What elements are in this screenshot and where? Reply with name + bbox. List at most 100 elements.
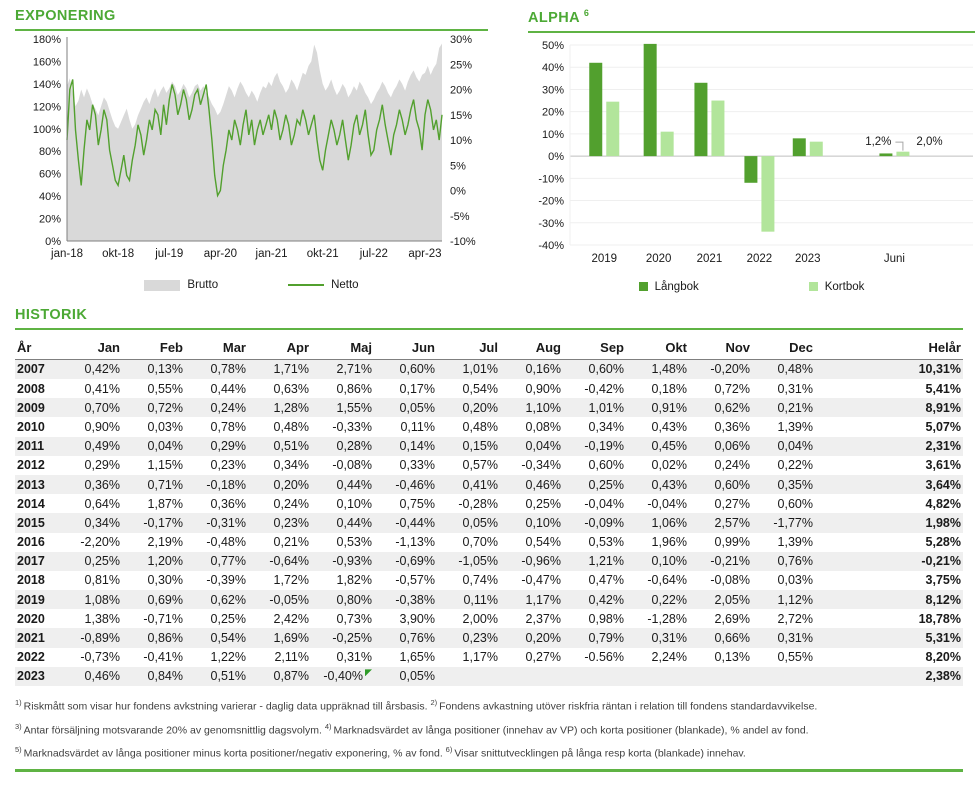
footnote-marker: 3)	[15, 721, 22, 731]
month-value-cell: -0,28%	[458, 496, 498, 511]
year-cell: 2020	[17, 611, 45, 626]
month-value-cell: 0,48%	[273, 419, 309, 434]
month-value-cell: 0,25%	[588, 477, 624, 492]
month-value-cell: 2,69%	[714, 611, 750, 626]
x-axis-tick: okt-21	[307, 248, 339, 260]
month-value-cell: 0,55%	[777, 650, 813, 665]
month-value-cell: 0,28%	[336, 439, 372, 454]
month-value-cell: 0,75%	[399, 496, 435, 511]
kortbok-bar-Juni	[896, 151, 910, 156]
month-value-cell: 0,48%	[462, 419, 498, 434]
month-value-cell: -0,05%	[269, 592, 309, 607]
helar-cell: 8,91%	[925, 400, 961, 415]
month-value-cell: 0,27%	[525, 650, 561, 665]
y-axis-tick: 0%	[548, 151, 564, 163]
month-value-cell: -0,44%	[395, 515, 435, 530]
footnote-text: Antar försäljning motsvarande 20% av gen…	[23, 724, 325, 737]
month-value-cell: -0,73%	[80, 650, 120, 665]
x-axis-tick: jan-18	[50, 248, 83, 260]
month-value-cell: -0,08%	[710, 573, 750, 588]
helar-cell: 3,75%	[925, 573, 961, 588]
footnote-line: 1) Riskmått som visar hur fondens avkstni…	[15, 698, 963, 713]
month-value-cell: -0,46%	[395, 477, 435, 492]
month-value-cell: -0,89%	[80, 631, 120, 646]
month-value-cell: 0,81%	[84, 573, 120, 588]
month-value-cell: 0,29%	[84, 458, 120, 473]
month-value-cell: 0,10%	[525, 515, 561, 530]
month-value-cell: 2,72%	[777, 611, 813, 626]
right-axis-tick: 5%	[450, 160, 466, 172]
month-value-cell: -0,38%	[395, 592, 435, 607]
year-cell: 2011	[17, 439, 45, 454]
month-value-cell: 0,43%	[651, 419, 687, 434]
month-value-cell: 1,06%	[651, 515, 687, 530]
month-value-cell: 0,87%	[273, 669, 309, 684]
month-value-cell: 1,12%	[777, 592, 813, 607]
month-value-cell: 1,08%	[84, 592, 120, 607]
month-value-cell: 0,18%	[651, 381, 687, 396]
month-value-cell: 0,05%	[399, 400, 435, 415]
table-row-2008: 2008 0,41% 0,55% 0,44% 0,63% 0,86% 0,17% 0,54% 0…	[15, 379, 963, 398]
month-value-cell: -0,19%	[584, 439, 624, 454]
table-row-2020: 2020 1,38% -0,71% 0,25% 2,42% 0,73% 3,90% 2,00%…	[15, 609, 963, 628]
month-value-cell: 0,04%	[525, 439, 561, 454]
footnote-line: 3) Antar försäljning motsvarande 20% av g…	[15, 722, 963, 737]
month-value-cell: -0,04%	[584, 496, 624, 511]
year-cell: 2010	[17, 419, 45, 434]
month-value-cell: 0,30%	[147, 573, 183, 588]
table-row-2012: 2012 0,29% 1,15% 0,23% 0,34% -0,08% 0,33% 0,57%…	[15, 456, 963, 475]
netto-line-swatch-icon	[288, 284, 325, 286]
month-value-cell: 0,60%	[777, 496, 813, 511]
month-value-cell: 0,54%	[462, 381, 498, 396]
helar-cell: 3,64%	[925, 477, 961, 492]
month-value-cell: 0,04%	[777, 439, 813, 454]
month-value-cell: 1,01%	[588, 400, 624, 415]
netto-line	[66, 79, 443, 198]
footnote-marker: 5)	[15, 745, 22, 755]
footnote-text: Riskmått som visar hur fondens avkstning…	[23, 700, 431, 713]
left-axis-tick: 20%	[39, 214, 61, 226]
langbok-bar-2021	[694, 82, 708, 156]
month-value-cell: 2,24%	[651, 650, 687, 665]
month-value-cell: 1,38%	[84, 611, 120, 626]
right-axis-tick: 30%	[450, 34, 472, 46]
month-value-cell: -0,17%	[143, 515, 183, 530]
month-value-cell: 0,72%	[147, 400, 183, 415]
x-axis-tick: 2023	[795, 253, 821, 265]
month-value-cell: 0,47%	[588, 573, 624, 588]
month-value-cell: 0,24%	[714, 458, 750, 473]
month-value-cell: 0,79%	[588, 631, 624, 646]
month-value-cell: 0,48%	[777, 362, 813, 377]
helar-cell: 2,38%	[925, 669, 961, 684]
table-row-2013: 2013 0,36% 0,71% -0,18% 0,20% 0,44% -0,46% 0,41…	[15, 474, 963, 495]
right-axis-tick: 25%	[450, 59, 472, 71]
month-value-cell: 0,98%	[588, 611, 624, 626]
month-value-cell: 0,20%	[525, 631, 561, 646]
month-value-cell: 0,22%	[651, 592, 687, 607]
exponering-title: EXPONERING	[15, 8, 116, 24]
month-value-cell: 3,90%	[399, 611, 435, 626]
month-value-cell: 0,70%	[462, 535, 498, 550]
month-value-cell: 0,78%	[210, 419, 246, 434]
month-value-cell: 0,20%	[273, 477, 309, 492]
month-value-cell: -0,42%	[584, 381, 624, 396]
x-axis-tick: jan-21	[255, 248, 288, 260]
month-value-cell: -0,20%	[710, 362, 750, 377]
month-value-cell: 0,10%	[651, 554, 687, 569]
month-value-cell: 0,66%	[714, 631, 750, 646]
month-value-cell: 2,57%	[714, 515, 750, 530]
month-value-cell: -0,48%	[206, 535, 246, 550]
month-value-cell: 1,87%	[147, 496, 183, 511]
column-header-nov: Nov	[725, 339, 750, 355]
month-value-cell: 0,84%	[147, 669, 183, 684]
month-value-cell: 0,86%	[147, 631, 183, 646]
year-cell: 2019	[17, 592, 45, 607]
month-value-cell: -1,77%	[773, 515, 813, 530]
month-value-cell: 1,71%	[273, 362, 309, 377]
month-value-cell: 0,60%	[588, 362, 624, 377]
brutto-legend-label: Brutto	[187, 279, 219, 291]
year-cell: 2023	[17, 669, 45, 684]
helar-cell: 8,12%	[925, 592, 961, 607]
column-header-jan: Jan	[97, 339, 120, 355]
column-header-aug: Aug	[535, 339, 561, 355]
